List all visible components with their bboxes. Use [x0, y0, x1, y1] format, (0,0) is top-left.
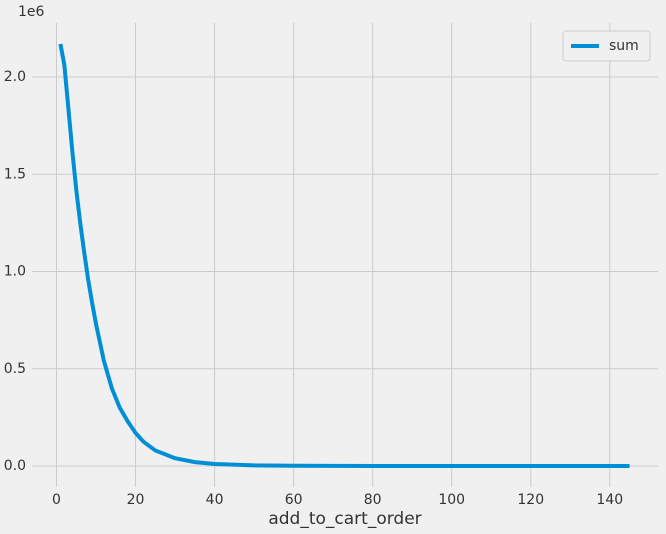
- x-tick-label: 40: [206, 492, 224, 508]
- y-offset-label: 1e6: [18, 4, 45, 20]
- legend-label: sum: [609, 38, 639, 54]
- x-tick-label: 120: [517, 492, 544, 508]
- series-line: [58, 43, 630, 468]
- x-tick-label: 100: [438, 492, 465, 508]
- y-tick-label: 0.5: [4, 361, 26, 377]
- x-tick-label: 20: [127, 492, 145, 508]
- y-tick-label: 1.0: [4, 264, 26, 280]
- y-tick-label: 0.0: [4, 458, 26, 474]
- y-tick-label: 2.0: [4, 69, 26, 85]
- x-tick-label: 80: [364, 492, 382, 508]
- x-tick-label: 0: [52, 492, 61, 508]
- x-axis-label: add_to_cart_order: [268, 509, 421, 529]
- x-tick-label: 140: [596, 492, 623, 508]
- x-tick-label: 60: [285, 492, 303, 508]
- y-tick-label: 1.5: [4, 166, 26, 182]
- legend-box: [562, 30, 651, 62]
